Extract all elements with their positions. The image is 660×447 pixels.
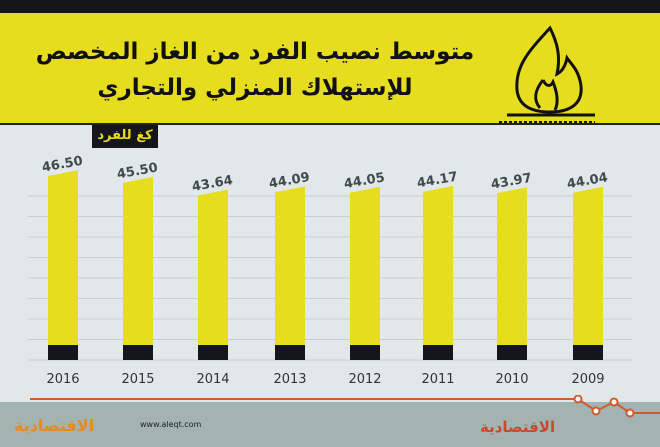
bar xyxy=(48,170,78,360)
bar-base xyxy=(123,345,153,360)
bar-base xyxy=(198,345,228,360)
bar-base xyxy=(497,345,527,360)
data-label: 44.17 xyxy=(416,169,459,191)
top-bar xyxy=(0,0,660,13)
bar-base xyxy=(275,345,305,360)
bar xyxy=(350,186,380,360)
x-tick-label: 2013 xyxy=(273,372,306,387)
unit-label: كغ للفرد xyxy=(92,125,158,148)
x-tick-label: 2011 xyxy=(421,372,454,387)
data-label: 43.64 xyxy=(191,173,234,195)
bar-base xyxy=(423,345,453,360)
trend-line-decoration xyxy=(30,395,660,418)
x-tick-label: 2014 xyxy=(196,372,229,387)
bar-base xyxy=(573,345,603,360)
data-label: 44.04 xyxy=(566,170,609,192)
data-label: 44.05 xyxy=(343,170,386,192)
title-line-2: للإستهلاك المنزلي والتجاري xyxy=(97,75,413,101)
footer xyxy=(0,402,660,447)
x-tick-label: 2012 xyxy=(348,372,381,387)
x-tick-label: 2010 xyxy=(495,372,528,387)
bar xyxy=(198,189,228,360)
title-line-1: متوسط نصيب الفرد من الغاز المخصص xyxy=(35,39,475,65)
header-banner xyxy=(0,13,660,125)
bar xyxy=(275,186,305,360)
bar xyxy=(423,185,453,360)
gas-flame-icon xyxy=(499,25,595,123)
x-tick-label: 2016 xyxy=(46,372,79,387)
bar xyxy=(573,186,603,360)
bar-base xyxy=(48,345,78,360)
data-label: 43.97 xyxy=(490,171,533,193)
chart-title: متوسط نصيب الفرد من الغاز المخصص للإستهل… xyxy=(20,34,490,106)
data-label: 44.09 xyxy=(268,170,311,192)
footer-url[interactable]: www.aleqt.com xyxy=(140,420,202,429)
footer-logo-right: الاقتصادية xyxy=(480,418,556,436)
x-tick-label: 2015 xyxy=(121,372,154,387)
data-label: 46.50 xyxy=(41,154,84,176)
bar xyxy=(123,176,153,360)
bar-chart: 46.50 2016 45.50 2015 43.64 2014 44.09 2013 44.0… xyxy=(28,154,632,387)
bar-base xyxy=(350,345,380,360)
x-tick-label: 2009 xyxy=(571,372,604,387)
data-label: 45.50 xyxy=(116,160,159,182)
bar xyxy=(497,187,527,360)
footer-logo-left: الاقتصادية xyxy=(14,416,95,435)
